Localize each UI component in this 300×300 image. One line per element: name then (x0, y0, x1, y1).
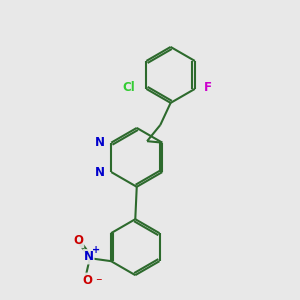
Text: O: O (82, 274, 92, 287)
Text: N: N (83, 250, 93, 263)
Text: N: N (95, 136, 105, 149)
Text: O: O (73, 234, 83, 247)
Text: F: F (204, 81, 212, 94)
Text: +: + (92, 245, 100, 255)
Text: N: N (95, 166, 105, 178)
Text: ⁻: ⁻ (95, 276, 102, 289)
Text: Cl: Cl (122, 81, 135, 94)
